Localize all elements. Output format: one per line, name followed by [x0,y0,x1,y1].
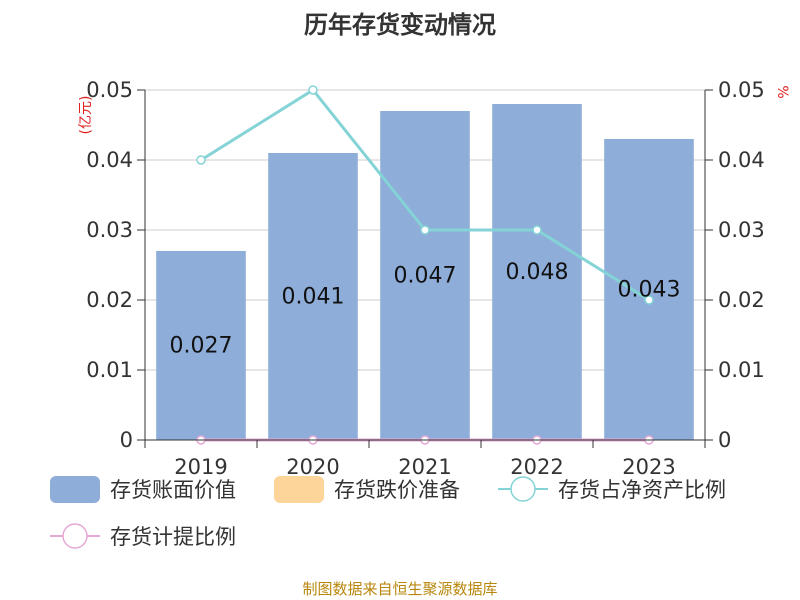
legend-reserve-label: 存货跌价准备 [334,478,460,502]
legend-inventory-ratio-swatch-marker [510,476,536,502]
left-axis-unit: (亿元) [78,96,94,135]
left-tick-label: 0.02 [86,288,133,312]
x-tick-label: 2019 [174,455,227,479]
bar-2019 [156,251,246,440]
inventory-ratio-point [644,295,654,305]
legend-provision-ratio-label: 存货计提比例 [110,525,236,549]
right-tick-label: 0.01 [718,358,765,382]
bar-2020 [268,153,358,440]
bar-value-label: 0.048 [506,260,569,285]
inventory-ratio-point [420,225,430,235]
bar-value-label: 0.027 [170,334,233,359]
legend-book-value-swatch [50,476,100,503]
right-tick-label: 0 [718,428,731,452]
inventory-ratio-point [308,85,318,95]
right-tick-label: 0.03 [718,218,765,242]
bar-value-label: 0.043 [618,278,681,303]
right-tick-label: 0.02 [718,288,765,312]
left-tick-label: 0 [120,428,133,452]
x-tick-label: 2023 [622,455,675,479]
left-tick-label: 0.01 [86,358,133,382]
x-tick-label: 2022 [510,455,563,479]
bar-2021 [380,111,470,440]
bar-value-label: 0.047 [394,264,457,289]
x-tick-label: 2021 [398,455,451,479]
source-note: 制图数据来自恒生聚源数据库 [302,580,497,598]
inventory-ratio-point [196,155,206,165]
right-tick-label: 0.05 [718,78,765,102]
bar-value-label: 0.041 [282,285,345,310]
bar-labels: 0.027 0.041 0.047 0.048 0.043 [170,260,681,359]
bars [156,104,694,440]
right-tick-label: 0.04 [718,148,765,172]
bar-2022 [492,104,582,440]
bar-2023 [604,139,694,440]
legend-provision-ratio-swatch-marker [62,523,88,549]
legend-reserve-swatch [274,476,324,503]
legend-book-value-label: 存货账面价值 [110,478,236,502]
axes: 0 0.01 0.02 0.03 0.04 0.05 0 0.01 0.02 0.03 0.04 0.… [78,78,790,479]
left-tick-label: 0.04 [86,148,133,172]
left-tick-label: 0.03 [86,218,133,242]
x-tick-label: 2020 [286,455,339,479]
inventory-ratio-point [532,225,542,235]
left-tick-label: 0.05 [86,78,133,102]
chart-title: 历年存货变动情况 [304,11,496,39]
right-axis-unit: % [774,85,790,98]
legend-inventory-ratio-label: 存货占净资产比例 [558,478,726,502]
